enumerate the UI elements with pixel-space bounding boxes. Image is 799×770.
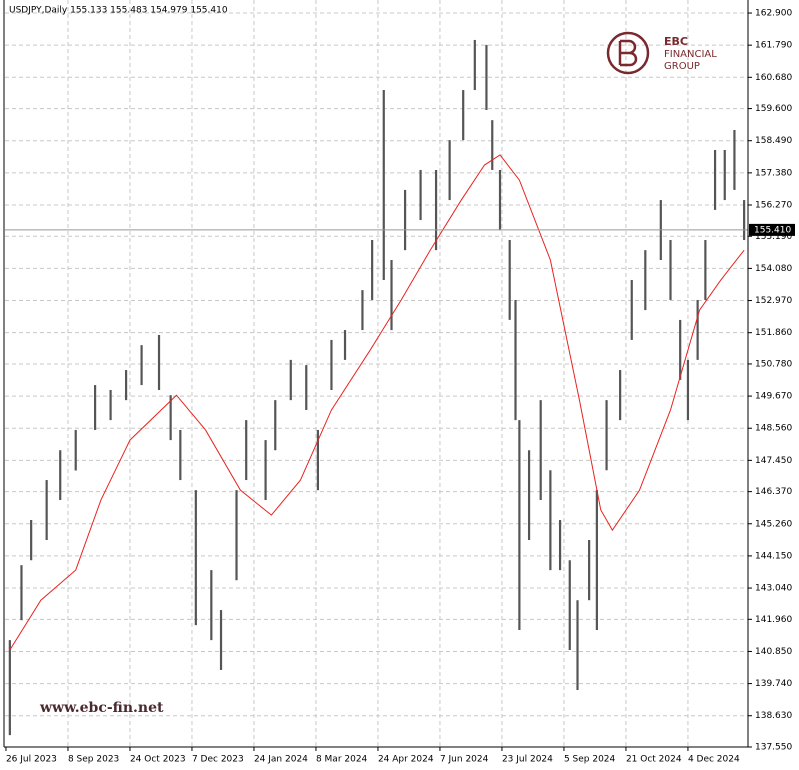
x-tick-label: 5 Sep 2024: [564, 755, 616, 765]
y-tick-label: 147.450: [755, 456, 792, 466]
x-tick-label: 4 Dec 2024: [688, 755, 740, 765]
x-tick-label: 26 Jul 2023: [6, 755, 57, 765]
y-tick-label: 151.860: [755, 328, 792, 338]
y-tick-label: 145.260: [755, 519, 792, 529]
y-tick-label: 149.670: [755, 392, 792, 402]
y-tick-label: 155.190: [755, 232, 792, 242]
y-tick-label: 140.850: [755, 647, 792, 657]
x-tick-label: 8 Mar 2024: [316, 755, 368, 765]
y-tick-label: 144.150: [755, 551, 792, 561]
y-tick-label: 148.560: [755, 424, 792, 434]
logo-text: GROUP: [664, 61, 700, 72]
y-tick-label: 150.780: [755, 359, 792, 369]
y-tick-label: 154.080: [755, 264, 792, 274]
logo: EBC FINANCIAL GROUP: [606, 31, 717, 75]
x-tick-label: 24 Jan 2024: [254, 755, 308, 765]
x-tick-label: 8 Sep 2023: [68, 755, 119, 765]
logo-glyph: [618, 39, 638, 67]
logo-text: EBC: [664, 35, 688, 48]
y-tick-label: 157.380: [755, 168, 792, 178]
x-tick-label: 24 Apr 2024: [378, 755, 434, 765]
axes: 162.900 161.790 160.680 159.600 158.490 157.3…: [5, 9, 795, 765]
last-price-label: 155.410: [754, 225, 791, 235]
y-tick-label: 138.630: [755, 711, 792, 721]
y-tick-label: 156.270: [755, 200, 792, 210]
moving-average: [9, 154, 745, 651]
watermark: www.ebc-fin.net: [39, 700, 164, 716]
x-tick-label: 21 Oct 2024: [626, 755, 682, 765]
last-price-box: [749, 223, 795, 236]
y-tick-label: 159.600: [755, 104, 792, 114]
y-tick-label: 141.960: [755, 615, 792, 625]
marks: [5, 39, 748, 736]
grid: [5, 0, 748, 748]
y-tick-label: 139.740: [755, 679, 792, 689]
x-tick-label: 24 Oct 2023: [130, 755, 186, 765]
y-tick-label: 152.970: [755, 296, 792, 306]
y-tick-label: 143.040: [755, 584, 792, 594]
y-tick-label: 160.680: [755, 73, 792, 83]
y-tick-label: 146.370: [755, 487, 792, 497]
y-tick-label: 137.550: [755, 743, 792, 753]
logo-ring: [606, 31, 650, 75]
y-tick-label: 161.790: [755, 41, 792, 51]
logo-text: FINANCIAL: [664, 49, 717, 60]
chart-title: USDJPY,Daily 155.133 155.483 154.979 155…: [9, 6, 228, 16]
y-tick-label: 162.900: [755, 9, 792, 19]
y-tick-label: 158.490: [755, 136, 792, 146]
x-tick-label: 7 Jun 2024: [440, 755, 489, 765]
x-tick-label: 23 Jul 2024: [502, 755, 553, 765]
x-tick-label: 7 Dec 2023: [192, 755, 244, 765]
